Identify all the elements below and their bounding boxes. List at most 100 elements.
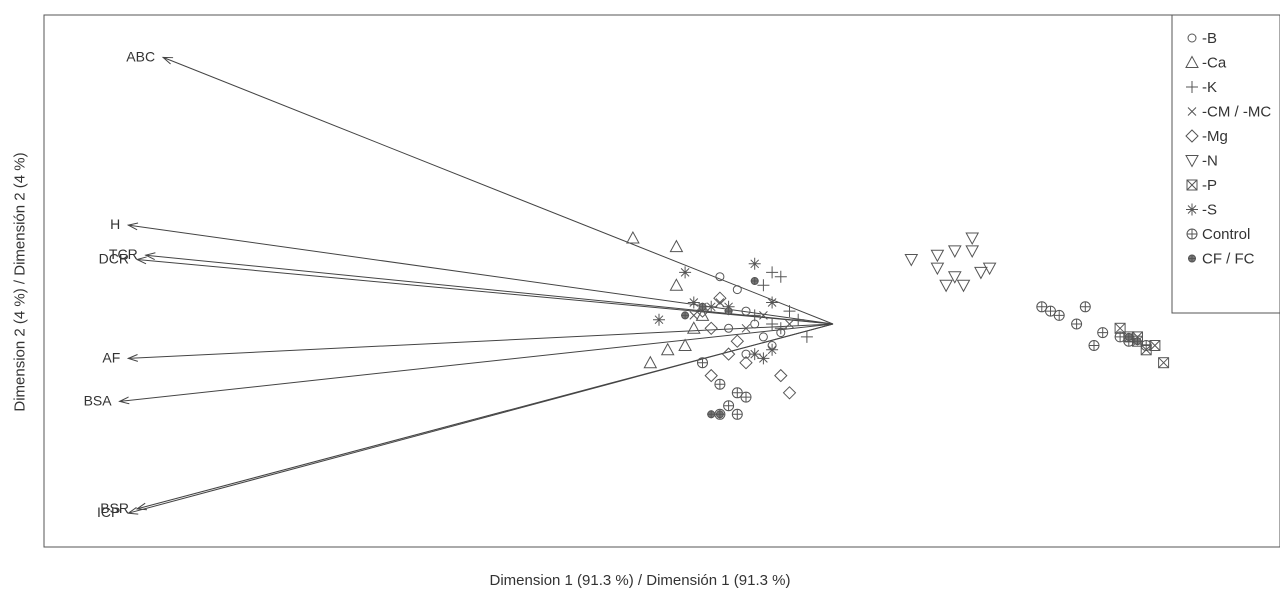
point-b-0	[715, 272, 725, 282]
vector-dcr	[136, 259, 834, 325]
point-s-1	[748, 257, 761, 270]
legend-marker-ca	[1185, 55, 1199, 68]
point-cm-mc-2	[741, 323, 751, 333]
legend-box	[1171, 14, 1280, 314]
point-n-1	[930, 249, 945, 263]
point-mg-5	[782, 386, 797, 400]
legend-label-p: -P	[1202, 177, 1217, 194]
legend-marker-mg	[1185, 129, 1199, 143]
point-control-6	[1097, 327, 1109, 339]
point-s-4	[705, 300, 718, 313]
legend-label-s: -S	[1202, 202, 1217, 219]
legend-marker-k	[1186, 81, 1198, 93]
point-s-8	[757, 352, 770, 365]
point-cm-mc-1	[715, 298, 725, 307]
point-ca-0	[626, 230, 640, 244]
vector-arrowhead-bsa	[118, 396, 130, 405]
point-control-0	[1036, 301, 1048, 313]
vector-label-abc: ABC	[126, 48, 155, 64]
point-s-9	[748, 348, 761, 361]
vector-label-tcr: TCR	[109, 246, 138, 262]
point-s-2	[687, 296, 700, 309]
legend-label-cm-mc: -CM / -MC	[1202, 104, 1271, 121]
point-s-6	[766, 296, 779, 309]
point-n-10	[965, 232, 980, 246]
point-control-11	[714, 378, 726, 390]
point-ca-7	[686, 321, 701, 334]
legend-label-control: Control	[1202, 226, 1250, 243]
point-control-3	[1071, 318, 1083, 330]
point-cf-fc-0	[707, 410, 716, 419]
legend-marker-p	[1186, 179, 1198, 191]
vector-h	[128, 224, 834, 325]
point-s-7	[766, 343, 779, 356]
point-mg-2	[721, 347, 736, 361]
point-cf-fc-4	[724, 307, 733, 316]
point-b-2	[741, 306, 751, 316]
point-s-0	[679, 266, 692, 279]
vector-icp	[128, 323, 834, 514]
vector-label-dcr: DCR	[99, 251, 129, 267]
legend-label-mg: -Mg	[1202, 128, 1228, 145]
vector-abc	[162, 56, 834, 325]
legend-label-b: -B	[1202, 30, 1217, 47]
vector-arrowhead-af	[126, 354, 138, 362]
plot-frame	[43, 14, 1280, 548]
point-b-4	[758, 332, 768, 342]
point-control-2	[1053, 309, 1065, 321]
legend-label-n: -N	[1202, 153, 1218, 170]
point-ca-3	[660, 342, 675, 356]
y-axis-label: Dimension 2 (4 %) / Dimensión 2 (4 %)	[11, 152, 29, 412]
point-mg-0	[695, 304, 710, 318]
point-mg-7	[730, 334, 745, 348]
legend-label-k: -K	[1202, 79, 1217, 96]
point-ca-1	[669, 239, 684, 253]
point-s-3	[653, 313, 665, 326]
legend-marker-cm-mc	[1187, 107, 1197, 116]
point-cm-mc-5	[759, 311, 768, 320]
vector-arrowhead-icp	[126, 507, 139, 515]
legend-label-cf-fc: CF / FC	[1202, 251, 1255, 268]
vector-label-af: AF	[102, 349, 120, 365]
point-k-1	[774, 270, 787, 283]
point-cf-fc-1	[715, 410, 724, 419]
point-control-5	[1088, 340, 1100, 351]
legend-label-ca: -Ca	[1202, 55, 1227, 72]
point-k-2	[757, 279, 770, 292]
point-k-5	[766, 318, 779, 330]
point-k-3	[792, 313, 805, 326]
point-n-8	[982, 262, 997, 276]
legend-marker-control	[1186, 228, 1198, 240]
point-mg-4	[774, 368, 788, 383]
point-cf-fc-2	[698, 302, 707, 311]
point-mg-3	[704, 368, 718, 383]
legend-marker-cf-fc	[1188, 254, 1196, 263]
legend-marker-s	[1186, 203, 1198, 216]
point-control-1	[1045, 305, 1056, 317]
point-n-9	[956, 279, 971, 293]
legend: -B -Ca -K -CM / -MC -Mg -N -P -S Control CF / FC	[1171, 14, 1280, 314]
vector-arrowhead-tcr	[144, 252, 156, 260]
point-ca-2	[669, 278, 684, 291]
vector-label-bsa: BSA	[84, 392, 113, 408]
point-control-9	[1140, 340, 1152, 351]
point-k-8	[748, 309, 761, 322]
point-cf-fc-3	[681, 311, 690, 320]
point-cf-fc-5	[750, 277, 759, 285]
point-control-12	[731, 387, 743, 399]
point-s-5	[722, 300, 735, 313]
vector-bsa	[119, 323, 834, 402]
point-n-0	[904, 254, 919, 267]
point-k-0	[766, 266, 779, 279]
point-n-2	[947, 245, 962, 258]
point-mg-6	[739, 355, 753, 370]
point-n-4	[947, 271, 962, 284]
point-k-6	[800, 330, 813, 343]
vector-label-icp: ICP	[97, 504, 120, 520]
point-ca-5	[678, 338, 692, 351]
point-control-13	[723, 400, 735, 412]
vector-arrowhead-h	[126, 222, 139, 231]
point-b-5	[724, 323, 734, 333]
point-b-1	[732, 285, 742, 295]
